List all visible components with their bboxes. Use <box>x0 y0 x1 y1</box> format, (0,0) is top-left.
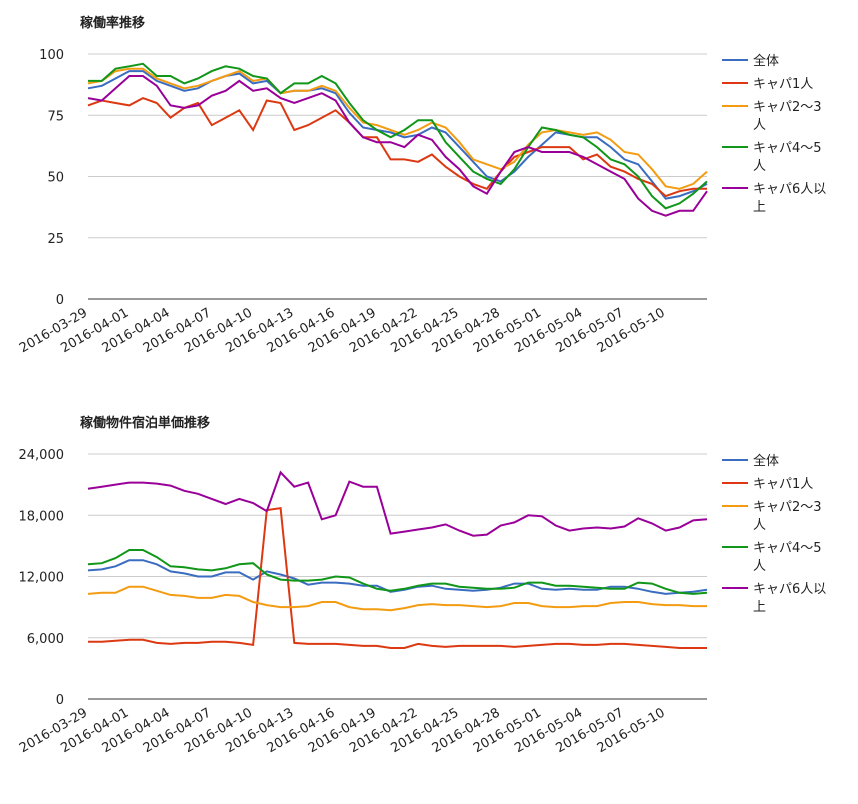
legend-label: 全体 <box>753 53 779 69</box>
line-series <box>87 70 708 200</box>
line-series <box>88 62 708 210</box>
y-tick-label: 0 <box>56 693 64 708</box>
line-series <box>87 470 708 537</box>
y-tick-label: 0 <box>56 293 64 308</box>
line-series <box>88 506 707 649</box>
legend-label: キャパ4〜5 人 <box>753 141 822 174</box>
y-tick-label: 6,000 <box>27 632 64 647</box>
chart-title: 稼働率推移 <box>80 15 145 31</box>
legend-label: キャパ1人 <box>753 477 813 492</box>
line-series <box>87 585 707 612</box>
legend-label: キャパ2〜3 人 <box>753 100 822 133</box>
legend-label: キャパ4〜5 人 <box>753 541 822 574</box>
line-series <box>87 75 708 217</box>
y-tick-label: 12,000 <box>19 571 65 586</box>
legend-label: キャパ2〜3 人 <box>753 500 822 533</box>
chart-title: 稼働物件宿泊単価推移 <box>80 415 210 431</box>
line-series <box>87 549 708 595</box>
y-tick-label: 25 <box>47 232 64 247</box>
legend-label: キャパ6人以上 <box>753 182 826 215</box>
legend-label: キャパ6人以上 <box>753 582 826 615</box>
y-tick-label: 50 <box>47 171 64 186</box>
y-tick-label: 18,000 <box>19 509 65 524</box>
line-series <box>87 97 707 198</box>
y-tick-label: 75 <box>47 109 64 124</box>
line-series <box>87 67 708 190</box>
y-tick-label: 100 <box>39 48 64 63</box>
legend-label: 全体 <box>753 453 779 469</box>
y-tick-label: 24,000 <box>19 448 65 463</box>
legend-label: キャパ1人 <box>753 77 813 92</box>
